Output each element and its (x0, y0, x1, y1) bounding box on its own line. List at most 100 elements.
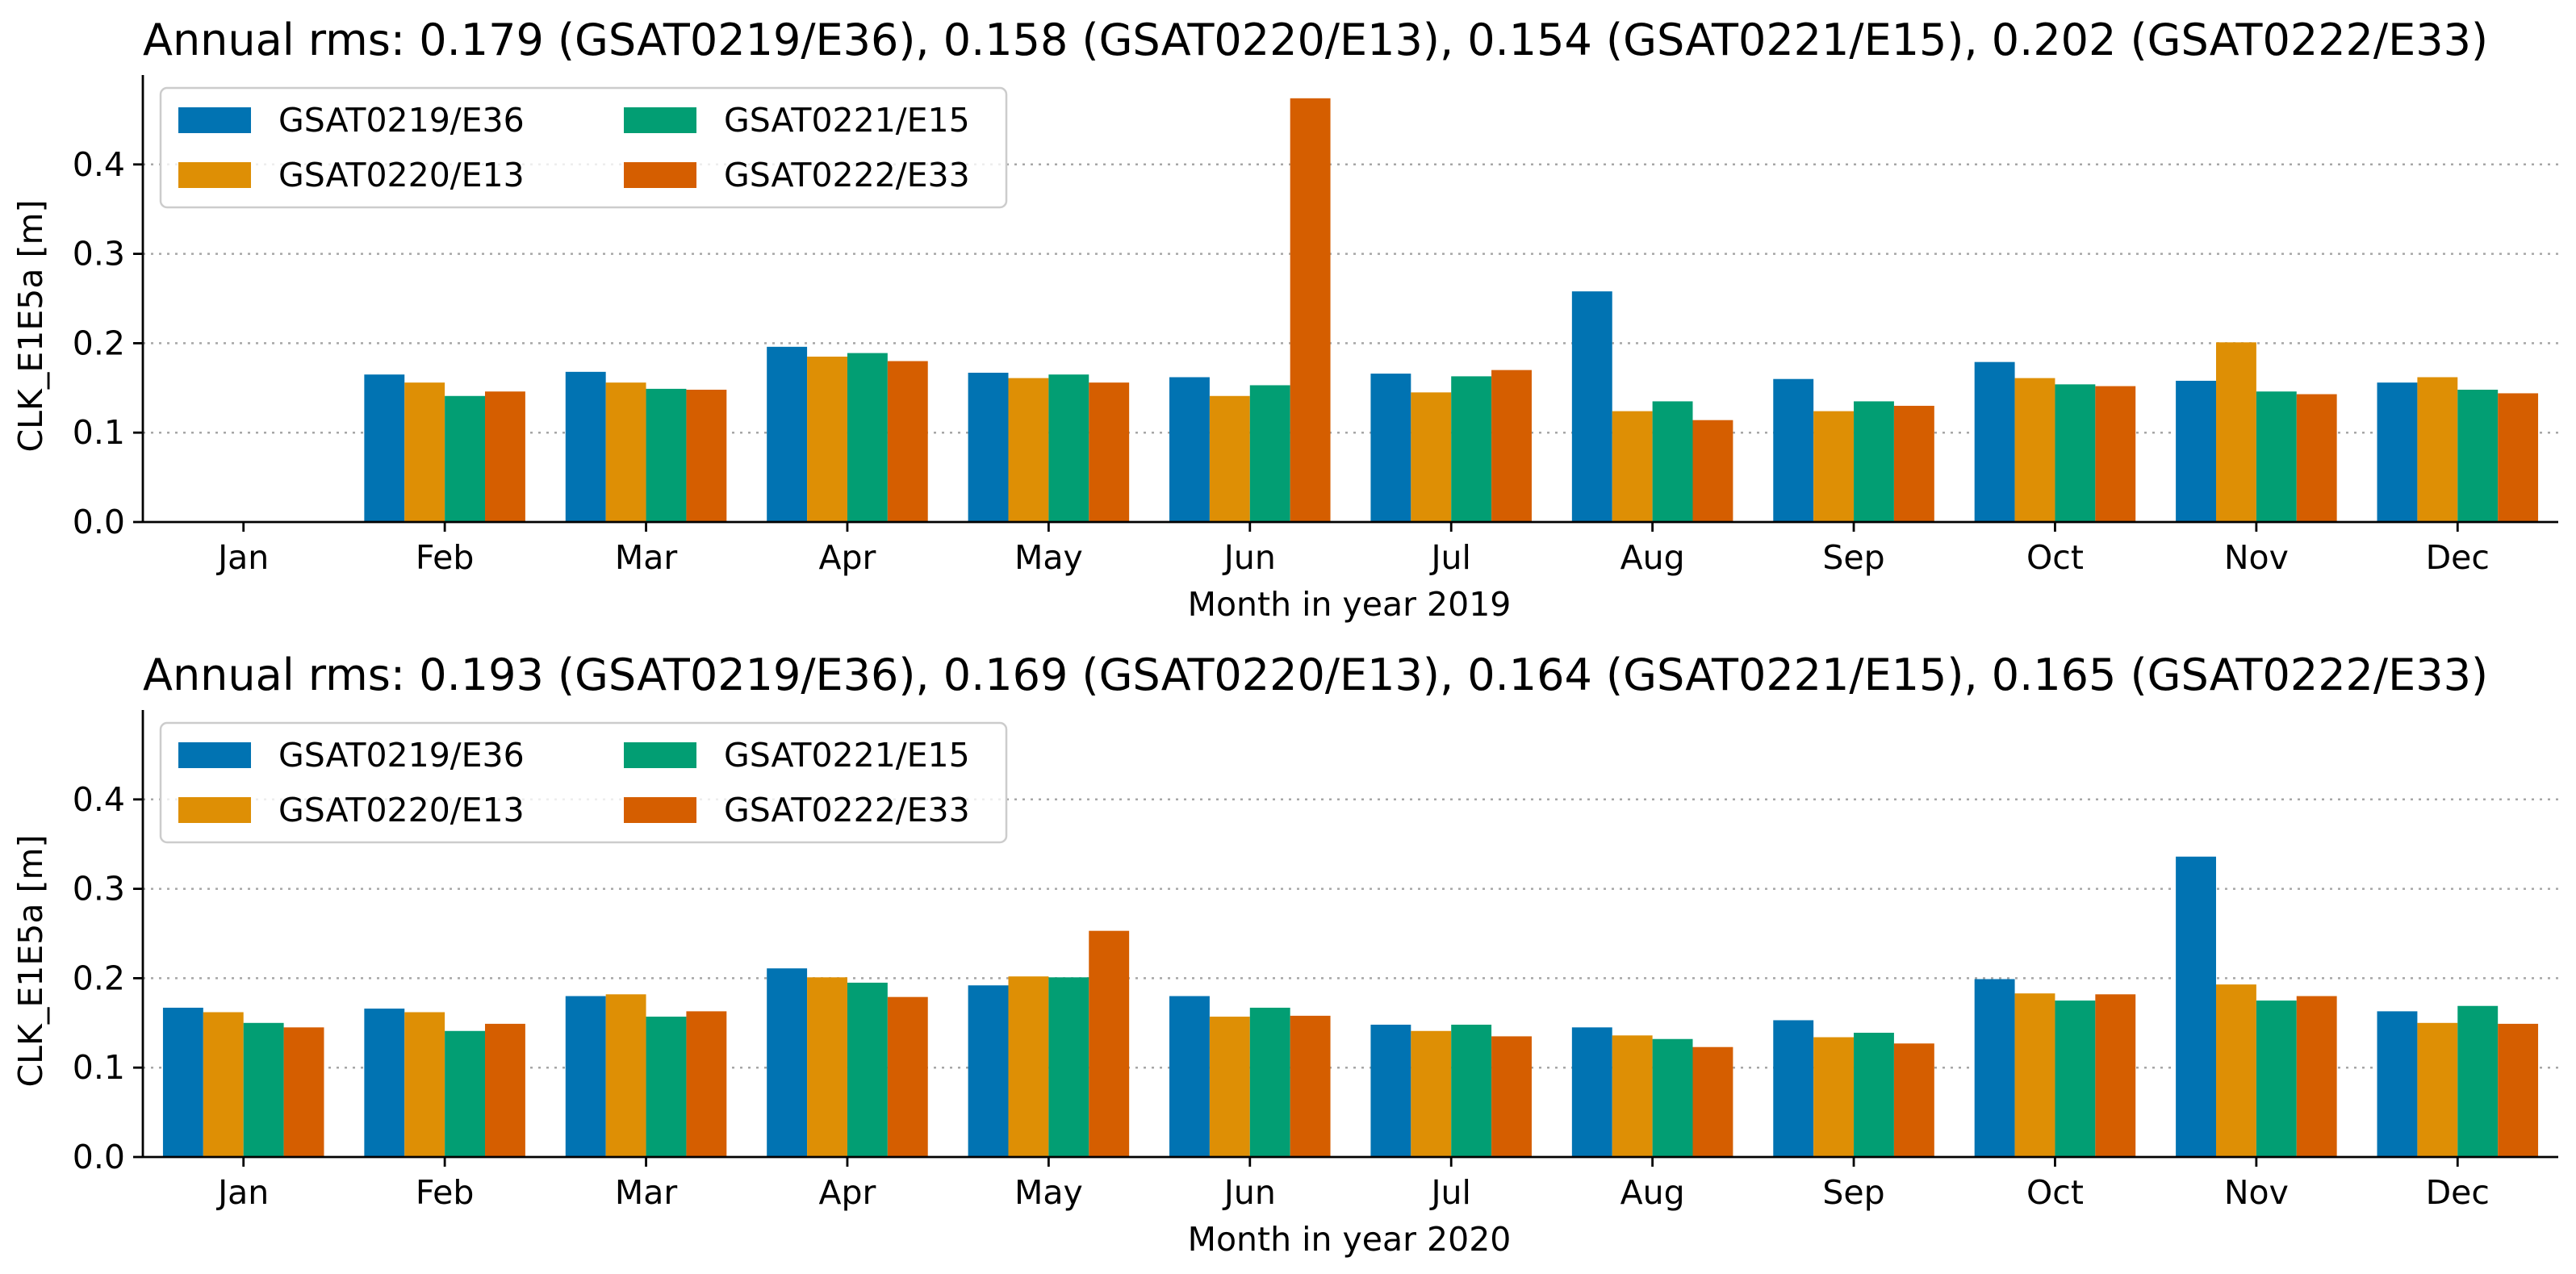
bar-gsat0221-e15-aug (1652, 401, 1693, 522)
bars (162, 856, 2539, 1157)
legend-label-gsat0220-e13: GSAT0220/E13 (278, 791, 525, 829)
x-tick-label: Jun (1222, 1173, 1276, 1212)
bar-gsat0222-e33-mar (686, 1011, 727, 1157)
x-tick-label: Oct (2026, 538, 2084, 577)
bar-gsat0221-e15-apr (847, 982, 888, 1157)
bar-gsat0219-e36-aug (1571, 291, 1612, 522)
legend-label-gsat0221-e15: GSAT0221/E15 (724, 736, 970, 775)
y-tick-label: 0.1 (73, 413, 125, 452)
bar-gsat0220-e13-jun (1209, 395, 1250, 522)
x-tick-labels: Jan Feb Mar Apr May Jun Jul Aug Sep Oct Nov Dec (215, 538, 2490, 577)
chart-panel-2020: Annual rms: 0.193 (GSAT0219/E36), 0.169 … (11, 650, 2558, 1259)
bar-gsat0222-e33-aug (1692, 1046, 1733, 1157)
bar-gsat0222-e33-sep (1893, 405, 1934, 522)
bar-gsat0221-e15-nov (2256, 391, 2297, 522)
bar-gsat0219-e36-mar (565, 371, 606, 522)
bar-gsat0220-e13-may (1008, 976, 1049, 1157)
x-tick-label: Nov (2224, 1173, 2289, 1212)
bar-gsat0221-e15-oct (2055, 384, 2096, 522)
legend: GSAT0219/E36 GSAT0220/E13 GSAT0221/E15 GSAT… (159, 721, 1008, 844)
bar-gsat0220-e13-sep (1813, 411, 1855, 522)
legend: GSAT0219/E36 GSAT0220/E13 GSAT0221/E15 GSAT… (159, 86, 1008, 209)
x-tick-label: Mar (615, 538, 677, 577)
bar-gsat0220-e13-oct (2014, 993, 2055, 1157)
bar-gsat0219-e36-apr (767, 968, 808, 1157)
bar-gsat0220-e13-apr (807, 357, 847, 522)
bar-gsat0219-e36-jun (1169, 377, 1210, 522)
legend-swatch-gsat0221-e15 (624, 742, 696, 768)
y-tick-label: 0.3 (73, 235, 125, 274)
x-tick-label: Jan (215, 538, 269, 577)
bar-gsat0222-e33-nov (2296, 996, 2337, 1157)
legend-frame (159, 86, 1008, 209)
bar-gsat0222-e33-mar (686, 390, 727, 522)
bar-gsat0222-e33-feb (485, 391, 525, 522)
x-tick-label: Feb (416, 538, 475, 577)
bar-gsat0219-e36-sep (1773, 1020, 1814, 1157)
legend-label-gsat0220-e13: GSAT0220/E13 (278, 156, 525, 194)
bar-gsat0220-e13-feb (404, 1012, 445, 1157)
x-tick-label: Apr (818, 538, 876, 577)
legend-frame (159, 721, 1008, 844)
bar-gsat0219-e36-oct (1974, 361, 2015, 522)
x-tick-label: Jun (1222, 538, 1276, 577)
x-axis-label: Month in year 2020 (1188, 1220, 1512, 1259)
axes (133, 75, 2558, 532)
bar-gsat0221-e15-may (1048, 374, 1089, 522)
legend-swatch-gsat0219-e36 (178, 107, 251, 133)
bar-gsat0221-e15-jun (1249, 1007, 1290, 1157)
bar-gsat0221-e15-jun (1249, 385, 1290, 522)
y-tick-label: 0.4 (73, 145, 125, 184)
x-tick-label: Sep (1822, 538, 1884, 577)
bar-gsat0220-e13-apr (807, 977, 847, 1157)
bar-gsat0221-e15-jul (1451, 376, 1492, 522)
x-tick-label: Aug (1620, 538, 1685, 577)
bar-gsat0219-e36-sep (1773, 378, 1814, 522)
bar-gsat0221-e15-mar (646, 388, 687, 522)
bar-gsat0221-e15-dec (2457, 1005, 2499, 1157)
bar-gsat0220-e13-aug (1612, 1035, 1653, 1157)
bar-gsat0219-e36-jun (1169, 996, 1210, 1157)
axes (133, 710, 2558, 1167)
bar-gsat0219-e36-jul (1370, 374, 1411, 522)
legend-label-gsat0221-e15: GSAT0221/E15 (724, 101, 970, 140)
bar-gsat0220-e13-nov (2215, 342, 2256, 522)
x-tick-label: Sep (1822, 1173, 1884, 1212)
x-tick-label: Jul (1428, 1173, 1470, 1212)
bar-gsat0220-e13-feb (404, 382, 445, 522)
legend-label-gsat0219-e36: GSAT0219/E36 (278, 101, 525, 140)
bar-gsat0221-e15-jan (243, 1022, 284, 1157)
bar-gsat0222-e33-may (1089, 930, 1130, 1157)
bar-gsat0220-e13-dec (2417, 377, 2458, 522)
bar-gsat0219-e36-mar (565, 996, 606, 1157)
bar-gsat0219-e36-feb (364, 1009, 405, 1157)
bar-gsat0222-e33-oct (2095, 994, 2136, 1157)
y-tick-label: 0.2 (73, 324, 125, 362)
bar-gsat0221-e15-sep (1854, 1032, 1894, 1157)
x-axis-label: Month in year 2019 (1188, 585, 1512, 624)
y-tick-labels: 0.0 0.1 0.2 0.3 0.4 (73, 780, 125, 1176)
legend-swatch-gsat0221-e15 (624, 107, 696, 133)
bar-gsat0222-e33-dec (2498, 1023, 2539, 1157)
legend-label-gsat0222-e33: GSAT0222/E33 (724, 791, 970, 829)
legend-swatch-gsat0222-e33 (624, 162, 696, 188)
bar-gsat0221-e15-apr (847, 353, 888, 522)
bar-gsat0221-e15-sep (1854, 401, 1894, 522)
y-tick-label: 0.4 (73, 780, 125, 819)
bar-gsat0219-e36-jul (1370, 1025, 1411, 1157)
x-tick-label: May (1014, 538, 1083, 577)
bar-gsat0222-e33-apr (887, 361, 928, 522)
legend-swatch-gsat0220-e13 (178, 162, 251, 188)
bar-gsat0221-e15-aug (1652, 1038, 1693, 1157)
bar-gsat0219-e36-nov (2176, 380, 2216, 522)
bar-gsat0222-e33-nov (2296, 394, 2337, 522)
bar-gsat0220-e13-mar (605, 994, 646, 1157)
bar-gsat0222-e33-feb (485, 1023, 525, 1157)
y-tick-label: 0.1 (73, 1048, 125, 1087)
legend-swatch-gsat0222-e33 (624, 797, 696, 823)
bar-gsat0219-e36-may (968, 372, 1009, 522)
bar-gsat0220-e13-nov (2215, 984, 2256, 1157)
bar-gsat0220-e13-dec (2417, 1022, 2458, 1157)
bar-gsat0222-e33-aug (1692, 420, 1733, 522)
bar-gsat0222-e33-jun (1290, 98, 1331, 523)
